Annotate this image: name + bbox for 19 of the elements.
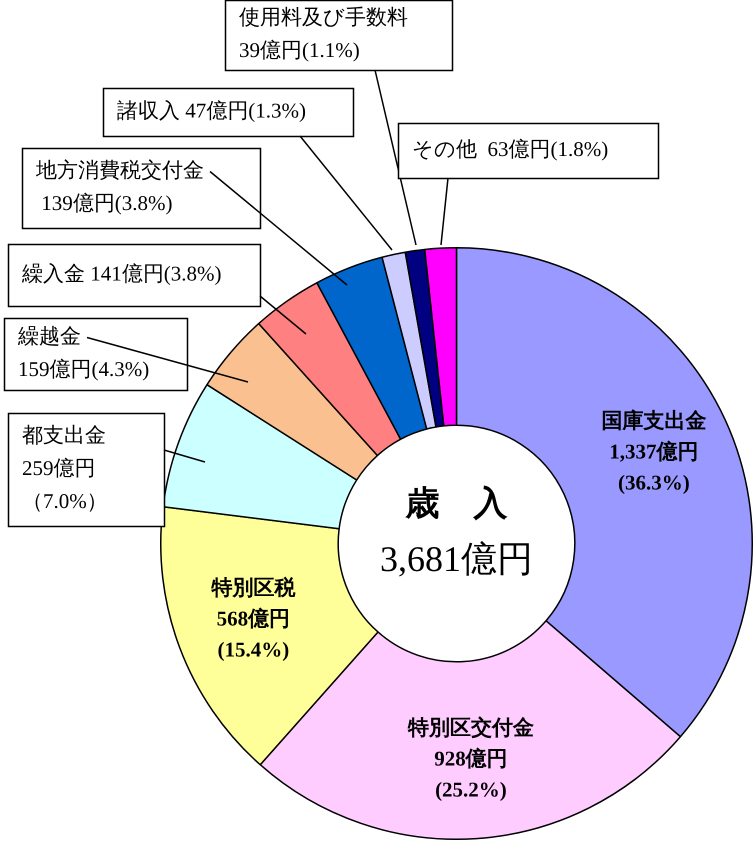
slice-label: 使用料及び手数料 (239, 5, 408, 30)
data-label: 568億円(15.4%) (216, 606, 290, 662)
text: 3,681億円 (380, 538, 533, 579)
slice-label: 国庫支出金 (601, 408, 706, 433)
slice-label: 特別区交付金 (406, 715, 534, 740)
data-label: 39億円(1.1%) (239, 38, 360, 62)
slice-label: 諸収入 47億円(1.3%) (117, 98, 306, 123)
data-label: 259億円（7.0%） (22, 456, 108, 514)
slice-label: その他 63億円(1.8%) (412, 137, 608, 162)
slice-label: 特別区税 (210, 575, 296, 600)
text: 歳 入 (404, 485, 508, 522)
slice-label: 都支出金 (22, 423, 106, 448)
data-label: 139億円(3.8%) (36, 191, 172, 216)
slice-label: 繰入金 141億円(3.8%) (21, 262, 222, 286)
slice-label: 繰越金 (17, 324, 81, 348)
slice-label: 地方消費税交付金 (35, 158, 204, 182)
data-label: 928億円(25.2%) (434, 746, 508, 802)
data-label: 1,337億円(36.3%) (609, 440, 698, 495)
data-label: 159億円(4.3%) (18, 357, 150, 382)
